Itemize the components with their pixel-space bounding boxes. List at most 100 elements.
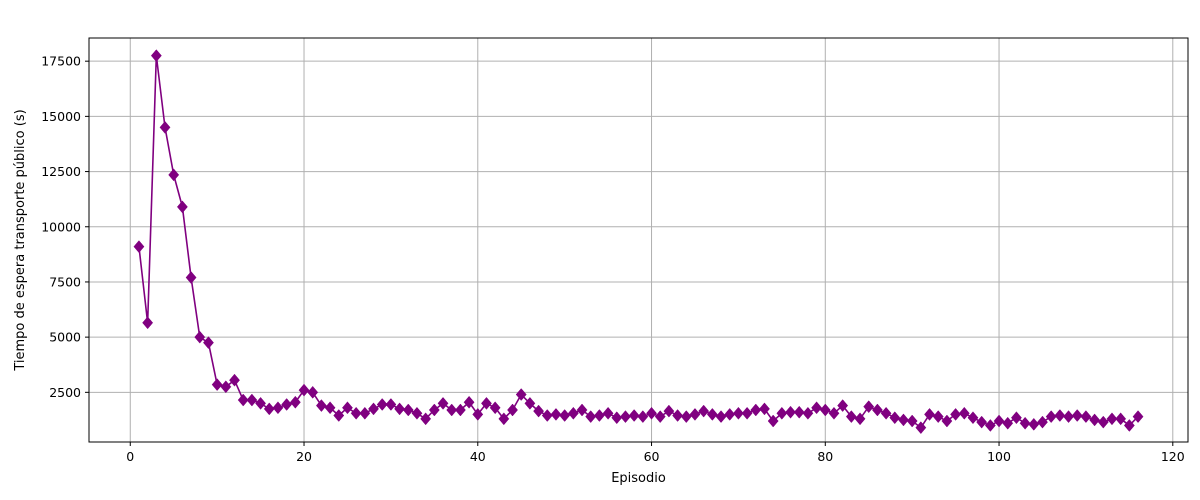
x-tick-label: 40 (470, 449, 486, 464)
data-point (541, 409, 553, 422)
data-point (663, 404, 675, 418)
data-point (906, 414, 918, 428)
data-point (220, 380, 232, 394)
data-point (898, 413, 909, 427)
data-point (1045, 410, 1057, 423)
data-point (307, 385, 319, 399)
data-point (507, 403, 518, 417)
data-point (871, 403, 883, 417)
data-point (237, 393, 249, 407)
data-point (229, 373, 240, 387)
data-point (759, 402, 770, 416)
data-point (176, 200, 188, 214)
data-point (950, 408, 962, 421)
series-line (138, 54, 1139, 429)
data-point (246, 393, 258, 407)
data-point (802, 406, 814, 420)
data-point (1071, 409, 1083, 422)
data-point (1037, 415, 1048, 429)
data-point (498, 412, 510, 426)
y-tick-label: 15000 (41, 109, 81, 124)
data-point (1028, 417, 1040, 431)
y-tick-label: 17500 (41, 54, 81, 69)
y-tick-label: 7500 (49, 274, 81, 289)
y-tick-label: 10000 (41, 219, 81, 234)
data-point (984, 419, 996, 432)
data-point (428, 403, 440, 417)
data-point (1063, 410, 1074, 423)
data-point (289, 395, 301, 409)
data-point (463, 395, 475, 409)
data-point (168, 168, 180, 182)
data-point (1080, 410, 1092, 423)
data-point (489, 401, 501, 415)
data-point (333, 409, 345, 422)
data-point (481, 396, 492, 410)
data-point (194, 330, 206, 344)
data-point (845, 410, 857, 423)
data-point (272, 401, 284, 415)
x-tick-label: 120 (1161, 449, 1185, 464)
y-tick-label: 12500 (41, 164, 81, 179)
data-point (524, 396, 536, 410)
data-point (1054, 409, 1066, 422)
data-point (819, 403, 831, 417)
data-point (298, 383, 310, 397)
data-point (550, 408, 562, 421)
data-point (724, 408, 736, 421)
y-tick-label: 2500 (49, 385, 81, 400)
data-point (385, 398, 397, 411)
data-point (1106, 412, 1118, 426)
data-point (837, 399, 849, 412)
data-point (446, 403, 458, 417)
data-point (611, 411, 623, 425)
x-tick-label: 100 (987, 449, 1011, 464)
data-point (628, 409, 640, 422)
data-point (515, 388, 527, 401)
data-point (324, 401, 336, 415)
data-point (750, 403, 762, 417)
x-tick-label: 60 (644, 449, 660, 464)
data-point (880, 406, 892, 420)
data-point (411, 406, 423, 420)
data-point (811, 401, 823, 415)
data-point (203, 336, 214, 350)
data-point (863, 400, 875, 414)
data-point (133, 240, 145, 254)
data-point (533, 404, 545, 418)
y-axis-ticks: 2500 5000 7500 10000 12500 15000 17500 (41, 54, 89, 400)
data-point (376, 398, 388, 411)
y-tick-label: 5000 (49, 330, 81, 345)
x-tick-label: 20 (296, 449, 312, 464)
data-point (654, 410, 666, 423)
data-point (281, 398, 293, 411)
x-tick-label: 0 (126, 449, 134, 464)
data-point (680, 410, 692, 423)
data-point (776, 406, 788, 420)
data-point (359, 406, 371, 420)
x-tick-label: 80 (817, 449, 833, 464)
data-point (472, 408, 484, 421)
x-axis-label: Episodio (611, 471, 666, 486)
data-point (342, 401, 353, 415)
data-point (741, 406, 753, 420)
data-point (263, 402, 275, 416)
data-point (915, 421, 927, 435)
data-point (932, 410, 944, 423)
data-point (976, 415, 988, 429)
grid-lines (89, 38, 1188, 442)
data-point (394, 402, 406, 416)
data-point (159, 121, 171, 134)
data-point (941, 414, 953, 428)
data-point (793, 405, 805, 419)
data-point (559, 409, 571, 422)
data-point (672, 409, 684, 422)
data-point (185, 271, 197, 284)
data-point (767, 414, 779, 428)
y-axis-label: Tiempo de espera transporte público (s) (13, 109, 28, 371)
data-point (637, 410, 649, 423)
data-point (889, 411, 901, 425)
data-point (1132, 410, 1144, 423)
data-point (576, 403, 588, 417)
